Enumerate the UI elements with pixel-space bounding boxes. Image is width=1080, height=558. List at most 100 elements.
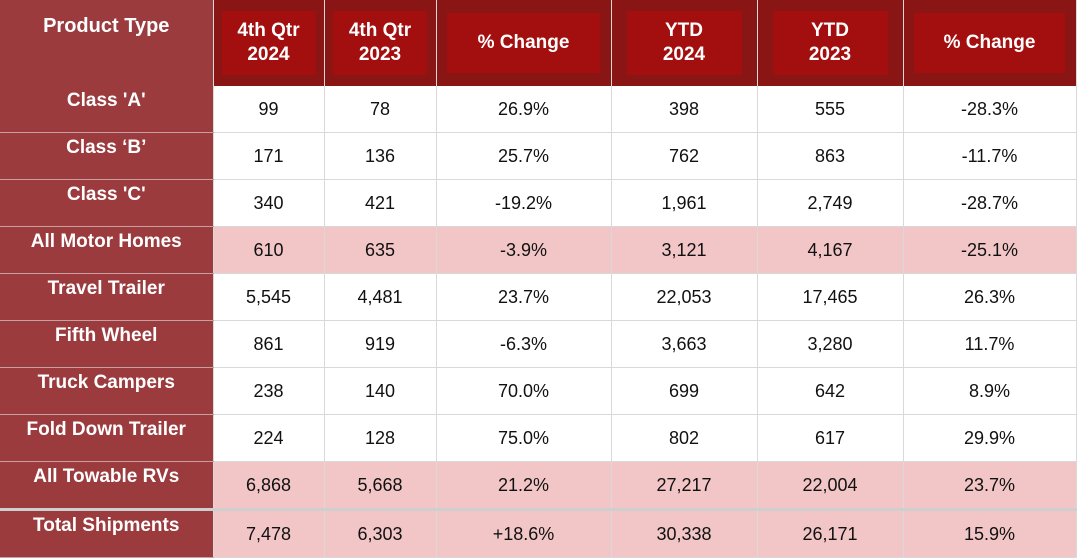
cell-ytd-2024: 3,121 [611,226,758,274]
table-row: Fold Down Trailer 224 128 75.0% 802 617 29.9% [0,414,1077,462]
cell-quarter-change: 25.7% [436,132,612,180]
row-label: Fifth Wheel [0,320,214,368]
row-label: Truck Campers [0,367,214,415]
cell-quarter-change: +18.6% [436,508,612,558]
table-body: Class 'A' 99 78 26.9% 398 555 -28.3% Class ‘B’ 1… [0,86,1077,558]
cell-ytd-change: 8.9% [903,367,1077,415]
cell-ytd-2023: 17,465 [757,273,904,321]
header-line1: YTD [811,20,849,41]
cell-q4-2024: 7,478 [213,508,325,558]
cell-ytd-change: 29.9% [903,414,1077,462]
table-row: Fifth Wheel 861 919 -6.3% 3,663 3,280 11.7% [0,320,1077,368]
cell-ytd-2024: 398 [611,86,758,133]
header-cell-box: 4th Qtr 2023 [332,11,428,75]
cell-ytd-2024: 802 [611,414,758,462]
cell-quarter-change: -3.9% [436,226,612,274]
cell-q4-2024: 99 [213,86,325,133]
row-label: All Motor Homes [0,226,214,274]
cell-ytd-2023: 2,749 [757,179,904,227]
cell-q4-2023: 6,303 [324,508,437,558]
cell-q4-2024: 610 [213,226,325,274]
header-product-type: Product Type [0,0,214,86]
cell-q4-2024: 340 [213,179,325,227]
table-row: Travel Trailer 5,545 4,481 23.7% 22,053 17,46… [0,273,1077,321]
cell-ytd-2023: 642 [757,367,904,415]
row-label: Class 'A' [0,86,214,133]
table-row: Truck Campers 238 140 70.0% 699 642 8.9% [0,367,1077,415]
cell-ytd-change: -11.7% [903,132,1077,180]
cell-ytd-2024: 699 [611,367,758,415]
cell-q4-2023: 4,481 [324,273,437,321]
cell-q4-2023: 5,668 [324,461,437,510]
header-line1: YTD [665,20,703,41]
header-cell-box: % Change [913,13,1066,73]
cell-ytd-2023: 555 [757,86,904,133]
row-label: Fold Down Trailer [0,414,214,462]
cell-ytd-change: 26.3% [903,273,1077,321]
cell-ytd-2024: 762 [611,132,758,180]
header-text: Product Type [43,15,170,37]
cell-ytd-2023: 4,167 [757,226,904,274]
cell-ytd-change: 11.7% [903,320,1077,368]
cell-q4-2024: 224 [213,414,325,462]
cell-ytd-2023: 26,171 [757,508,904,558]
header-line1: % Change [477,32,570,53]
cell-quarter-change: 75.0% [436,414,612,462]
cell-q4-2024: 5,545 [213,273,325,321]
header-line1: 4th Qtr [237,20,300,41]
cell-ytd-change: 23.7% [903,461,1077,510]
cell-q4-2023: 78 [324,86,437,133]
cell-quarter-change: 70.0% [436,367,612,415]
cell-q4-2023: 136 [324,132,437,180]
header-cell-box: YTD 2023 [772,11,888,75]
header-line1: % Change [943,32,1036,53]
cell-quarter-change: -19.2% [436,179,612,227]
header-ytd-change: % Change [903,0,1077,86]
cell-q4-2023: 140 [324,367,437,415]
cell-ytd-2023: 3,280 [757,320,904,368]
cell-q4-2024: 6,868 [213,461,325,510]
header-line2: 2024 [247,44,290,65]
cell-quarter-change: 26.9% [436,86,612,133]
row-label: Total Shipments [0,508,214,558]
cell-quarter-change: -6.3% [436,320,612,368]
row-label: Class 'C' [0,179,214,227]
header-quarter-change: % Change [436,0,612,86]
row-label: All Towable RVs [0,461,214,510]
cell-ytd-2024: 1,961 [611,179,758,227]
cell-q4-2023: 128 [324,414,437,462]
cell-ytd-2023: 863 [757,132,904,180]
cell-quarter-change: 21.2% [436,461,612,510]
cell-q4-2023: 919 [324,320,437,368]
cell-ytd-2023: 22,004 [757,461,904,510]
header-q4-2024: 4th Qtr 2024 [213,0,325,86]
cell-ytd-change: -25.1% [903,226,1077,274]
header-ytd-2024: YTD 2024 [611,0,758,86]
header-ytd-2023: YTD 2023 [757,0,904,86]
header-cell-box: % Change [447,13,600,73]
subtotal-row: All Motor Homes 610 635 -3.9% 3,121 4,167 -25.… [0,226,1077,274]
header-line2: 2023 [808,44,852,65]
header-line2: 2024 [662,44,706,65]
cell-q4-2023: 421 [324,179,437,227]
cell-q4-2023: 635 [324,226,437,274]
subtotal-row: All Towable RVs 6,868 5,668 21.2% 27,217 22,0… [0,461,1077,510]
cell-q4-2024: 861 [213,320,325,368]
cell-ytd-change: 15.9% [903,508,1077,558]
header-row: Product Type 4th Qtr 2024 4th Qtr 2023 [0,0,1077,86]
table-row: Class ‘B’ 171 136 25.7% 762 863 -11.7% [0,132,1077,180]
row-label: Travel Trailer [0,273,214,321]
header-line1: 4th Qtr [348,20,412,41]
cell-ytd-2024: 3,663 [611,320,758,368]
cell-quarter-change: 23.7% [436,273,612,321]
cell-q4-2024: 238 [213,367,325,415]
cell-ytd-2024: 22,053 [611,273,758,321]
cell-ytd-change: -28.3% [903,86,1077,133]
row-label: Class ‘B’ [0,132,214,180]
total-row: Total Shipments 7,478 6,303 +18.6% 30,338 26,… [0,508,1077,558]
cell-ytd-change: -28.7% [903,179,1077,227]
cell-ytd-2024: 30,338 [611,508,758,558]
cell-ytd-2023: 617 [757,414,904,462]
